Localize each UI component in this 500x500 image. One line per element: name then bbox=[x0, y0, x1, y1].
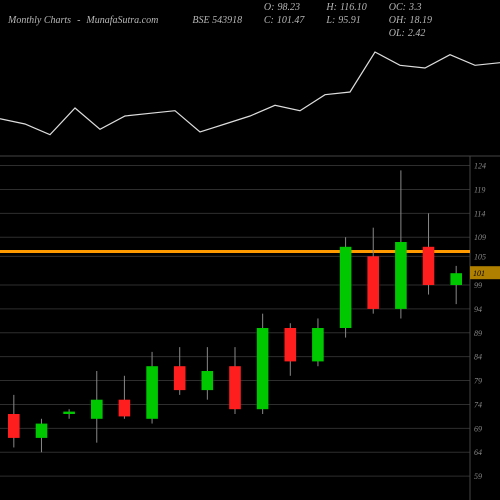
header-stats: O:98.23C:101.47H:116.10L:95.91OC:3.3OH:1… bbox=[264, 2, 432, 39]
y-tick-label: 64 bbox=[474, 448, 482, 457]
candle-down bbox=[174, 366, 186, 390]
title-dash: - bbox=[77, 15, 80, 26]
y-tick-label: 124 bbox=[474, 162, 486, 171]
stat-oc-value: 3.3 bbox=[409, 2, 422, 13]
candle-up bbox=[202, 371, 214, 390]
stat-high-label: H: bbox=[326, 2, 337, 13]
stat-open-value: 98.23 bbox=[277, 2, 300, 13]
site-name: MunafaSutra.com bbox=[86, 15, 158, 26]
stat-close-value: 101.47 bbox=[277, 15, 305, 26]
candle-up bbox=[395, 242, 407, 309]
chart-header: Monthly Charts-MunafaSutra.com BSE 543918… bbox=[0, 0, 500, 36]
last-price-label: 101 bbox=[473, 269, 485, 278]
stat-high: H:116.10 bbox=[326, 2, 366, 13]
stat-oh: OH:18.19 bbox=[389, 15, 432, 26]
candle-down bbox=[285, 328, 297, 361]
stat-close-label: C: bbox=[264, 15, 274, 26]
candle-down bbox=[367, 256, 379, 309]
candle-up bbox=[146, 366, 158, 419]
stat-low-label: L: bbox=[326, 15, 335, 26]
stat-oh-label: OH: bbox=[389, 15, 407, 26]
stat-low-value: 95.91 bbox=[338, 15, 361, 26]
candle-up bbox=[340, 247, 352, 328]
y-tick-label: 89 bbox=[474, 329, 482, 338]
candle-up bbox=[63, 412, 75, 414]
stats-col: O:98.23C:101.47 bbox=[264, 2, 305, 39]
chart-area: 59 64 69 74 79 84 89 94 99 105 109 114 119 124 101 bbox=[0, 36, 500, 500]
stats-col: OC:3.3OH:18.19OL:2.42 bbox=[389, 2, 432, 39]
y-tick-label: 114 bbox=[474, 209, 485, 218]
symbol: BSE 543918 bbox=[192, 15, 242, 26]
candle-up bbox=[91, 400, 103, 419]
y-tick-label: 109 bbox=[474, 233, 486, 242]
stats-col: H:116.10 L:95.91 bbox=[326, 2, 366, 39]
y-tick-label: 84 bbox=[474, 353, 482, 362]
candle-up bbox=[36, 424, 48, 438]
chart-svg: 59 64 69 74 79 84 89 94 99 105 109 114 119 124 101 bbox=[0, 36, 500, 500]
stat-low: L:95.91 bbox=[326, 15, 366, 26]
y-tick-label: 59 bbox=[474, 472, 482, 481]
y-tick-label: 74 bbox=[474, 400, 482, 409]
candle-down bbox=[229, 366, 241, 409]
y-tick-label: 79 bbox=[474, 377, 482, 386]
y-tick-label: 69 bbox=[474, 424, 482, 433]
stat-high-value: 116.10 bbox=[340, 2, 367, 13]
candle-up bbox=[450, 273, 462, 285]
stat-oc-label: OC: bbox=[389, 2, 406, 13]
header-left: Monthly Charts-MunafaSutra.com BSE 543918 bbox=[8, 15, 242, 26]
title-left: Monthly Charts bbox=[8, 15, 71, 26]
candle-down bbox=[8, 414, 20, 438]
stat-open: O:98.23 bbox=[264, 2, 305, 13]
y-tick-label: 105 bbox=[474, 252, 486, 261]
y-tick-label: 94 bbox=[474, 305, 482, 314]
candle-up bbox=[312, 328, 324, 361]
y-tick-label: 99 bbox=[474, 281, 482, 290]
y-tick-label: 119 bbox=[474, 185, 485, 194]
candle-down bbox=[423, 247, 435, 285]
indicator-line bbox=[0, 52, 500, 135]
stat-open-label: O: bbox=[264, 2, 275, 13]
candle-down bbox=[119, 400, 131, 417]
stat-oc: OC:3.3 bbox=[389, 2, 432, 13]
stat-oh-value: 18.19 bbox=[410, 15, 433, 26]
candle-up bbox=[257, 328, 269, 409]
stat-close: C:101.47 bbox=[264, 15, 305, 26]
